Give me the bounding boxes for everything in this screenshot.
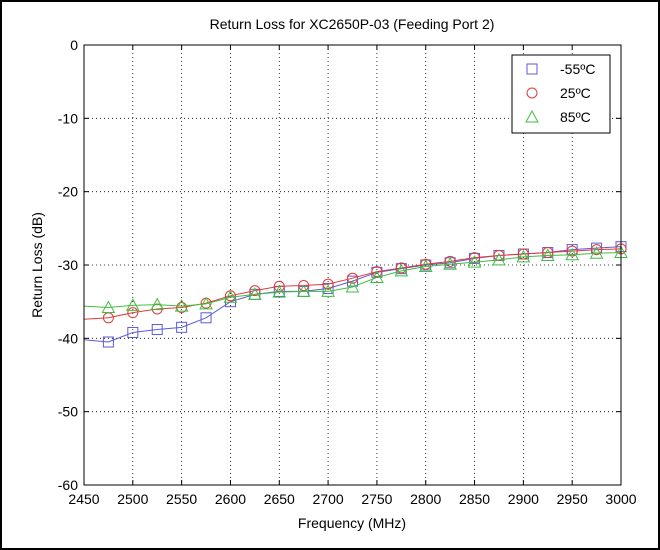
x-tick-label: 3000 [605,491,636,507]
y-tick-label: 0 [70,37,78,53]
series-square [83,241,627,348]
x-tick-label: 2900 [508,491,539,507]
data-point [516,249,531,263]
data-point [174,299,189,312]
data-point [249,285,261,297]
data-point [566,245,578,257]
data-point [151,324,163,336]
legend-entry: 85ºC [560,109,591,125]
data-point [298,280,310,292]
data-point [444,255,456,267]
data-point [370,270,384,283]
legend-entry: 25ºC [560,85,591,101]
x-tick-label: 2850 [459,491,490,507]
x-tick-label: 2600 [215,491,246,507]
data-point [101,300,116,314]
data-point [322,278,334,290]
y-tick-label: -60 [58,477,78,493]
data-point [248,287,262,300]
data-point [127,307,139,319]
legend-box [511,54,611,134]
x-tick-label: 2500 [117,491,148,507]
series-line [83,248,622,320]
series-triangle [83,245,628,314]
legend: -55ºC 25ºC 85ºC [511,54,611,134]
data-point [492,252,506,266]
data-point [199,296,213,310]
x-tick-label: 2650 [264,491,295,507]
legend-marker [526,87,538,99]
legend-entry: -55ºC [560,61,595,77]
data-point [322,282,334,294]
data-point [102,336,114,348]
data-point [321,284,335,297]
x-tick-label: 2950 [557,491,588,507]
data-point [200,312,212,324]
axis-ticks: 2450 2500 2550 2600 2650 2700 2750 2800 2850 2900… [58,37,637,507]
series-line [83,246,622,343]
data-point [176,302,188,314]
data-point [296,284,311,297]
data-point [565,247,580,261]
data-point [371,266,383,278]
data-point [272,285,287,298]
x-axis-label: Frequency (MHz) [298,515,406,531]
series-circle [83,243,627,324]
legend-marker [526,63,538,75]
data-point [420,258,432,270]
y-tick-label: -30 [58,257,78,273]
y-tick-label: -20 [58,184,78,200]
data-point [589,246,604,259]
data-point [125,298,140,311]
data-point [493,249,505,261]
legend-marker [525,109,539,123]
series-layer [83,241,628,348]
data-point [345,279,360,293]
data-point [469,252,481,264]
data-point [418,259,433,272]
data-point [223,290,238,303]
y-tick-label: -40 [58,330,78,346]
x-tick-label: 2700 [313,491,344,507]
x-tick-label: 2750 [361,491,392,507]
data-point [347,272,358,284]
x-tick-label: 2550 [166,491,197,507]
data-point [443,257,457,270]
data-point [517,248,529,260]
data-point [591,244,603,256]
y-axis-label: Return Loss (dB) [29,212,45,318]
chart-title: Return Loss for XC2650P-03 (Feeding Port… [210,16,495,32]
y-tick-label: -10 [58,110,78,126]
x-tick-label: 2800 [410,491,441,507]
series-line [83,252,622,309]
data-point [540,248,555,261]
y-tick-label: -50 [58,404,78,420]
data-point [347,275,358,287]
data-point [127,326,139,338]
data-point [395,262,407,274]
data-point [273,280,285,292]
data-point [542,247,554,259]
data-point [394,263,409,277]
data-point [176,321,188,333]
x-tick-label: 2450 [68,491,99,507]
data-point [151,303,163,315]
data-point [467,255,482,268]
data-point [224,296,236,308]
data-point [150,297,165,311]
